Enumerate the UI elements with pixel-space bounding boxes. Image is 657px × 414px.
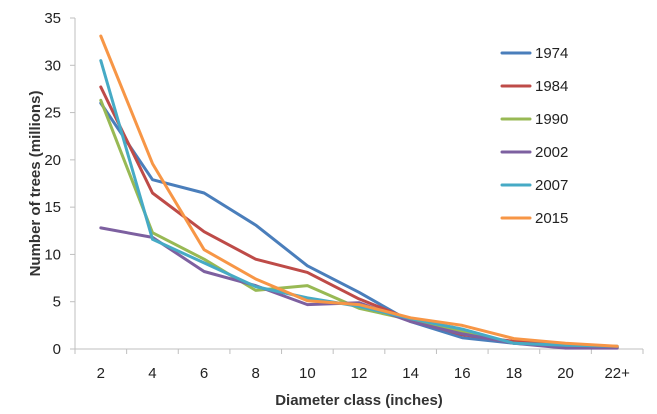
x-tick-label: 2 <box>97 365 105 382</box>
x-axis: 2 4 6 8 10 12 14 16 18 20 22+ <box>74 348 644 382</box>
legend-label-1990: 1990 <box>535 111 568 128</box>
y-tick-label: 30 <box>44 57 61 74</box>
series-line-2007 <box>99 59 619 348</box>
x-tick-label: 12 <box>351 365 368 382</box>
x-tick-label: 10 <box>299 365 316 382</box>
legend-label-2015: 2015 <box>535 210 568 227</box>
y-tick-label: 5 <box>53 294 61 311</box>
y-axis: 0 5 10 15 20 25 30 35 <box>44 10 76 358</box>
legend-label-2007: 2007 <box>535 177 568 194</box>
y-axis-title: Number of trees (millions) <box>27 91 44 277</box>
series-line-2015 <box>99 34 619 348</box>
x-tick-label: 8 <box>252 365 260 382</box>
x-tick-label: 18 <box>506 365 523 382</box>
x-tick-label: 14 <box>402 365 419 382</box>
y-tick-label: 0 <box>53 341 61 358</box>
legend-label-1974: 1974 <box>535 45 568 62</box>
y-tick-label: 20 <box>44 152 61 169</box>
x-tick-label: 22+ <box>604 365 630 382</box>
y-tick-label: 25 <box>44 105 61 122</box>
x-tick-label: 6 <box>200 365 208 382</box>
x-tick-label: 4 <box>148 365 156 382</box>
legend-label-1984: 1984 <box>535 78 568 95</box>
x-tick-label: 20 <box>557 365 574 382</box>
legend: 1974 1984 1990 2002 2007 2015 <box>500 45 568 227</box>
legend-label-2002: 2002 <box>535 144 568 161</box>
x-axis-title: Diameter class (inches) <box>275 392 443 409</box>
y-tick-label: 15 <box>44 199 61 216</box>
x-tick-label: 16 <box>454 365 471 382</box>
y-tick-label: 35 <box>44 10 61 27</box>
series-lines <box>99 34 619 350</box>
y-tick-label: 10 <box>44 246 61 263</box>
